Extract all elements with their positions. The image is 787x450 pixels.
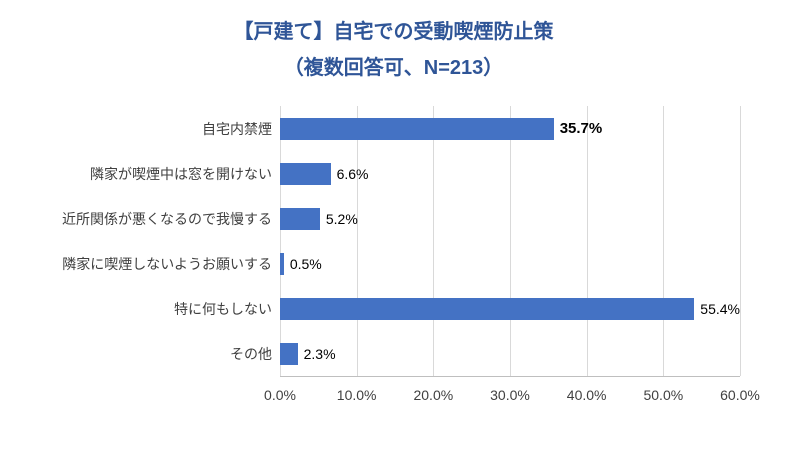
value-label: 6.6%: [336, 165, 369, 182]
x-axis-tick: 0.0%: [264, 387, 296, 403]
bar: [280, 297, 695, 320]
value-label: 35.7%: [559, 120, 603, 137]
bar: [280, 117, 554, 140]
bar-track: 6.6%: [280, 151, 740, 196]
x-axis: 0.0% 10.0% 20.0% 30.0% 40.0% 50.0% 60.0%: [264, 376, 760, 412]
value-label: 5.2%: [325, 210, 358, 227]
chart-row: 自宅内禁煙 35.7%: [0, 106, 787, 151]
bar: [280, 207, 320, 230]
chart-row: 特に何もしない 55.4%: [0, 286, 787, 331]
chart-title-line2: （複数回答可、N=213）: [283, 57, 504, 79]
x-axis-tick: 60.0%: [720, 387, 760, 403]
bar: [280, 162, 331, 185]
x-axis-tick: 10.0%: [336, 387, 377, 403]
chart-row: その他 2.3%: [0, 331, 787, 376]
category-label: その他: [230, 345, 272, 362]
category-label: 隣家に喫煙しないようお願いする: [62, 255, 272, 272]
bar-track: 2.3%: [280, 331, 740, 376]
value-label: 0.5%: [289, 255, 322, 272]
x-axis-tick: 30.0%: [490, 387, 530, 403]
bar-track: 5.2%: [280, 196, 740, 241]
chart-row: 近所関係が悪くなるので我慢する 5.2%: [0, 196, 787, 241]
bar-track: 35.7%: [280, 106, 740, 151]
category-label: 隣家が喫煙中は窓を開けない: [90, 165, 272, 182]
bar: [280, 252, 284, 275]
value-label: 55.4%: [700, 300, 740, 317]
plot-area: 自宅内禁煙 35.7% 隣家が喫煙中は窓を開けない 6.6% 近所関係が悪くなるので我慢…: [0, 106, 787, 412]
chart-rows: 自宅内禁煙 35.7% 隣家が喫煙中は窓を開けない 6.6% 近所関係が悪くなるので我慢…: [0, 106, 787, 376]
x-axis-tick: 20.0%: [413, 387, 454, 403]
chart-row: 隣家が喫煙中は窓を開けない 6.6%: [0, 151, 787, 196]
category-label: 特に何もしない: [174, 300, 272, 317]
bar-track: 0.5%: [280, 241, 740, 286]
x-axis-tick: 50.0%: [643, 387, 684, 403]
chart-title-line1: 【戸建て】自宅での受動喫煙防止策: [233, 21, 554, 43]
chart-row: 隣家に喫煙しないようお願いする 0.5%: [0, 241, 787, 286]
category-label: 自宅内禁煙: [202, 120, 272, 137]
bar-track: 55.4%: [280, 286, 740, 331]
category-label: 近所関係が悪くなるので我慢する: [62, 210, 272, 227]
bar: [280, 342, 298, 365]
x-axis-tick: 40.0%: [566, 387, 607, 403]
value-label: 2.3%: [303, 345, 336, 362]
chart-title: 【戸建て】自宅での受動喫煙防止策 （複数回答可、N=213）: [0, 0, 787, 86]
